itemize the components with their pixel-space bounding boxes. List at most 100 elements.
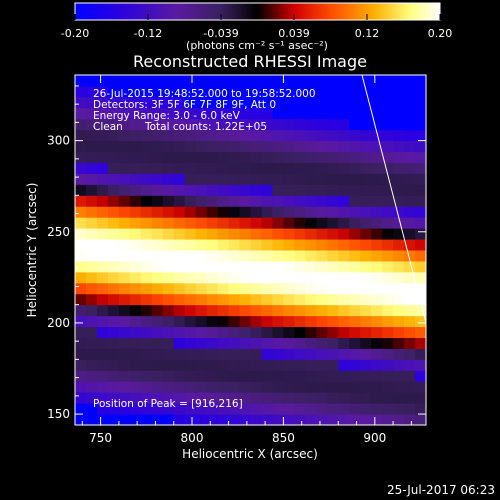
heatmap-cell (228, 195, 241, 207)
heatmap-cell (96, 206, 109, 218)
heatmap-cell (305, 184, 317, 196)
heatmap-cell (184, 96, 197, 109)
heatmap-cell (250, 315, 262, 328)
heatmap-cell (151, 129, 164, 142)
heatmap-cell (415, 217, 426, 229)
heatmap-cell (349, 414, 361, 425)
heatmap-cell (96, 260, 109, 273)
heatmap-cell (349, 129, 361, 142)
heatmap-cell (85, 129, 98, 142)
heatmap-cell (107, 184, 120, 196)
heatmap-cell (85, 151, 98, 163)
heatmap-cell (283, 414, 295, 425)
heatmap-cell (360, 326, 372, 338)
heatmap-cell (206, 370, 219, 382)
colorbar-tick-label: 0.12 (355, 27, 380, 40)
heatmap-cell (338, 381, 350, 393)
heatmap-cell (371, 381, 383, 393)
heatmap-cell (129, 118, 142, 131)
heatmap-cell (360, 162, 372, 174)
heatmap-cell (294, 370, 306, 382)
heatmap-cell (228, 184, 241, 196)
heatmap-cell (85, 228, 98, 240)
heatmap-cell (283, 206, 295, 218)
heatmap-cell (305, 217, 317, 229)
heatmap-cell (129, 337, 142, 349)
heatmap-cell (393, 337, 405, 349)
heatmap-cell (415, 206, 426, 218)
heatmap-cell (239, 293, 251, 306)
heatmap-cell (107, 250, 120, 262)
heatmap-cell (162, 304, 175, 317)
heatmap-cell (151, 250, 164, 262)
heatmap-cell (294, 195, 306, 207)
heatmap-cell (382, 75, 394, 87)
heatmap-cell (250, 129, 262, 142)
heatmap-cell (184, 304, 197, 317)
heatmap-cell (371, 392, 383, 404)
heatmap-cell (206, 315, 219, 328)
heatmap-cell (382, 217, 394, 229)
heatmap-cell (371, 162, 383, 174)
heatmap-cell (173, 217, 186, 229)
heatmap-cell (173, 403, 186, 415)
heatmap-cell (316, 173, 328, 185)
heatmap-cell (162, 326, 175, 338)
heatmap-cell (261, 370, 273, 382)
heatmap-cell (239, 228, 251, 240)
heatmap-cell (151, 359, 164, 371)
heatmap-cell (338, 359, 350, 371)
heatmap-cell (349, 206, 361, 218)
heatmap-cell (338, 337, 350, 349)
heatmap-cell (360, 173, 372, 185)
heatmap-cell (162, 75, 175, 87)
heatmap-cell (239, 85, 251, 98)
heatmap-cell (371, 173, 383, 185)
heatmap-cell (371, 348, 383, 360)
heatmap-cell (404, 206, 416, 218)
heatmap-cell (118, 173, 131, 185)
heatmap-cell (393, 304, 405, 317)
heatmap-cell (118, 370, 131, 382)
heatmap-cell (360, 293, 372, 306)
heatmap-cell (404, 118, 416, 131)
heatmap-cell (162, 392, 175, 404)
heatmap-cell (239, 337, 251, 349)
heatmap-cell (360, 129, 372, 142)
heatmap-cell (173, 85, 186, 98)
heatmap-cell (250, 228, 262, 240)
heatmap-cell (404, 282, 416, 295)
heatmap-cell (140, 315, 153, 328)
heatmap-cell (250, 75, 262, 87)
heatmap-cell (195, 239, 208, 251)
heatmap-cell (118, 151, 131, 163)
heatmap-cell (283, 304, 295, 317)
heatmap-cell (217, 206, 230, 218)
heatmap-cell (162, 140, 175, 153)
heatmap-cell (415, 304, 426, 317)
heatmap-cell (327, 173, 339, 185)
heatmap-cell (294, 162, 306, 174)
heatmap-cell (261, 381, 273, 393)
heatmap-cell (140, 392, 153, 404)
heatmap-cell (316, 250, 328, 262)
heatmap-cell (129, 359, 142, 371)
heatmap-cell (173, 370, 186, 382)
heatmap-cell (206, 184, 219, 196)
heatmap-cell (294, 206, 306, 218)
heatmap-cell (250, 250, 262, 262)
heatmap-cell (261, 140, 273, 153)
heatmap-cell (404, 140, 416, 153)
heatmap-cell (371, 140, 383, 153)
heatmap-cell (261, 96, 273, 109)
heatmap-cell (107, 304, 120, 317)
heatmap-cell (272, 184, 284, 196)
heatmap-cell (382, 151, 394, 163)
heatmap-cell (272, 337, 284, 349)
heatmap-cell (195, 403, 208, 415)
heatmap-cell (393, 96, 405, 109)
heatmap-cell (261, 282, 273, 295)
heatmap-cell (305, 282, 317, 295)
heatmap-cell (250, 151, 262, 163)
heatmap-cell (382, 195, 394, 207)
